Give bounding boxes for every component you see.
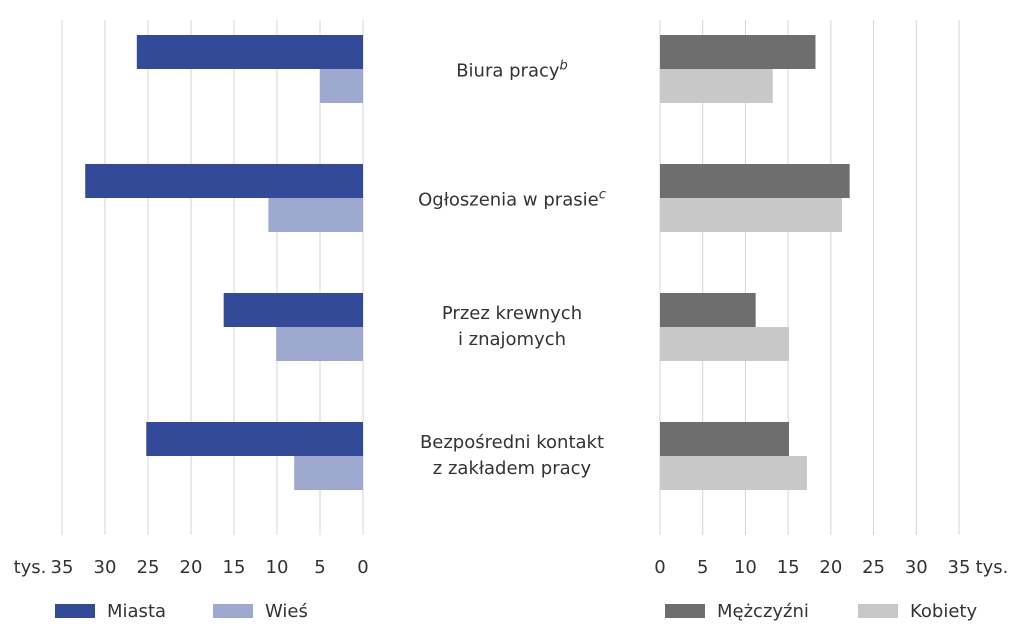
x-tick-label: 30 xyxy=(905,557,928,578)
category-label: Przez krewnych i znajomych xyxy=(392,301,632,353)
x-unit-label: tys. xyxy=(14,557,47,578)
legend-swatch xyxy=(858,604,898,618)
category-label: Bezpośredni kontakt z zakładem pracy xyxy=(392,430,632,482)
legend-swatch xyxy=(213,604,253,618)
x-tick-label: 25 xyxy=(862,557,885,578)
bar xyxy=(660,422,789,456)
bar xyxy=(660,293,756,327)
x-tick-label: 25 xyxy=(137,557,160,578)
x-tick-label: 5 xyxy=(314,557,325,578)
bar xyxy=(660,327,789,361)
footnote-mark: b xyxy=(559,58,568,74)
bar xyxy=(276,327,363,361)
x-tick-label: 20 xyxy=(180,557,203,578)
legend-label: Kobiety xyxy=(910,601,977,622)
category-label: Ogłoszenia w prasiec xyxy=(392,183,632,214)
x-tick-label: 0 xyxy=(357,557,368,578)
bar xyxy=(294,456,363,490)
x-tick-label: 30 xyxy=(94,557,117,578)
legend-swatch xyxy=(55,604,95,618)
bar xyxy=(660,69,773,103)
x-tick-label: 10 xyxy=(266,557,289,578)
category-text: Biura pracy xyxy=(456,60,560,82)
x-tick-label: 15 xyxy=(777,557,800,578)
x-tick-label: 35 xyxy=(51,557,74,578)
bar xyxy=(85,164,363,198)
legend-swatch xyxy=(665,604,705,618)
bar xyxy=(660,35,816,69)
bar xyxy=(223,293,363,327)
bar xyxy=(660,198,842,232)
bar xyxy=(660,456,807,490)
x-tick-label: 5 xyxy=(697,557,708,578)
bar xyxy=(268,198,363,232)
category-label: Biura pracyb xyxy=(392,54,632,85)
legend-label: Miasta xyxy=(107,601,166,622)
bar xyxy=(136,35,363,69)
x-tick-label: 20 xyxy=(819,557,842,578)
x-tick-label: 35 xyxy=(948,557,971,578)
category-text: Przez krewnych i znajomych xyxy=(441,303,583,350)
category-text: Ogłoszenia w prasie xyxy=(418,189,599,211)
bar xyxy=(320,69,363,103)
x-tick-label: 0 xyxy=(654,557,665,578)
footnote-mark: c xyxy=(598,187,606,203)
legend-label: Wieś xyxy=(265,601,308,622)
category-text: Bezpośredni kontakt z zakładem pracy xyxy=(419,432,605,479)
legend-label: Mężczyźni xyxy=(717,601,809,622)
x-unit-label: tys. xyxy=(976,557,1009,578)
x-tick-label: 10 xyxy=(734,557,757,578)
x-tick-label: 15 xyxy=(223,557,246,578)
bar xyxy=(660,164,850,198)
bar xyxy=(146,422,363,456)
